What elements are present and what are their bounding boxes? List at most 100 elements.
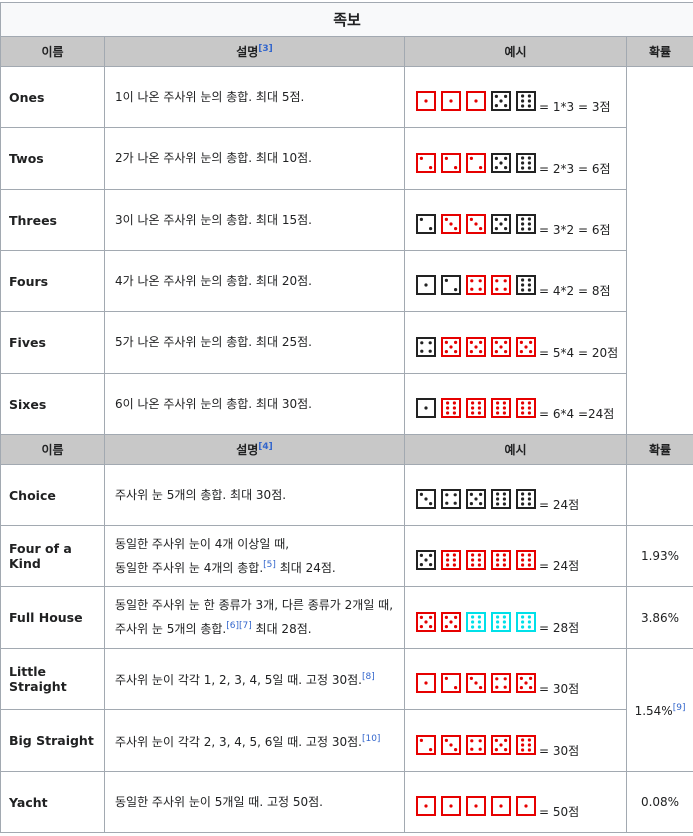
die-pip	[529, 686, 533, 690]
die-face-5-icon	[491, 152, 511, 173]
die-pip	[521, 619, 525, 624]
hand-description: 동일한 주사위 눈이 5개일 때. 고정 50점.	[104, 771, 405, 833]
die-pip	[494, 340, 498, 344]
die-pip	[477, 624, 481, 629]
die-face-6-icon	[516, 91, 536, 111]
die-face-6-icon	[491, 550, 511, 570]
die-pip	[502, 502, 506, 506]
die-pip	[477, 563, 481, 567]
die-face-6-icon	[441, 398, 461, 418]
reference-link[interactable]: [10]	[361, 733, 381, 744]
example-cell: = 28점	[404, 586, 627, 649]
header-prob: 확률	[625, 36, 693, 67]
die-face-4-icon	[466, 275, 486, 295]
example-cell: = 50점	[404, 771, 627, 833]
die-pip	[477, 406, 481, 410]
die-face-1-icon	[466, 91, 486, 111]
die-pip	[494, 747, 498, 751]
die-face-3-icon	[466, 214, 486, 234]
hand-description: 주사위 눈이 각각 2, 3, 4, 5, 6일 때. 고정 30점.[10]	[104, 709, 405, 772]
die-face-1-icon	[466, 796, 486, 816]
die-pip	[477, 411, 481, 415]
die-pip	[527, 283, 531, 287]
description-text: 6이 나온 주사위 눈의 총합. 최대 30점.	[115, 396, 312, 411]
die-pip	[477, 401, 481, 405]
die-pip	[471, 614, 475, 619]
table-row: Choice 주사위 눈 5개의 총합. 최대 30점. = 24점	[0, 464, 693, 526]
die-pip	[479, 502, 483, 506]
die-pip	[471, 563, 475, 567]
hand-name: Yacht	[0, 771, 105, 833]
die-pip	[527, 165, 531, 170]
die-face-6-icon	[516, 489, 536, 509]
die-pip	[471, 553, 475, 557]
die-pip	[424, 99, 428, 103]
die-pip	[527, 217, 531, 221]
die-face-1-icon	[416, 796, 436, 816]
die-pip	[527, 99, 531, 103]
die-pip	[502, 497, 506, 501]
die-pip	[449, 344, 453, 349]
die-pip	[469, 502, 473, 506]
table-row: Sixes 6이 나온 주사위 눈의 총합. 최대 30점. = 6*4 =24점	[0, 373, 693, 435]
die-pip	[429, 615, 433, 619]
die-pip	[502, 401, 506, 405]
table-row: Four of a Kind 동일한 주사위 눈이 4개 이상일 때, 동일한 주사…	[0, 525, 693, 587]
die-face-2-icon	[416, 734, 436, 755]
die-pip	[420, 349, 424, 353]
hand-name: Ones	[0, 66, 105, 128]
description-text: 동일한 주사위 눈이 5개일 때. 고정 50점.	[115, 794, 323, 809]
table-row: Big Straight 주사위 눈이 각각 2, 3, 4, 5, 6일 때. …	[0, 709, 693, 772]
reference-link[interactable]: [4]	[258, 442, 273, 452]
hand-name: Fives	[0, 311, 105, 374]
die-pip	[478, 287, 482, 291]
hand-name: Choice	[0, 464, 105, 526]
hand-name: Four of a Kind	[0, 525, 105, 587]
example-result: = 4*2 = 8점	[539, 284, 611, 298]
die-pip	[469, 217, 473, 221]
reference-link[interactable]: [8]	[361, 672, 375, 682]
die-pip	[477, 553, 481, 557]
header-example: 예시	[404, 36, 627, 67]
reference-link[interactable]: [5]	[263, 559, 276, 570]
die-pip	[449, 99, 453, 103]
die-face-6-icon	[516, 398, 536, 418]
probability-value: 1.93%	[640, 549, 680, 563]
die-pip	[470, 738, 474, 742]
die-pip	[428, 349, 432, 353]
die-pip	[504, 738, 508, 742]
die-pip	[499, 222, 503, 226]
die-pip	[496, 563, 500, 567]
example-result: = 30점	[539, 682, 580, 696]
die-pip	[521, 502, 525, 506]
die-face-5-icon	[441, 611, 461, 632]
die-face-2-icon	[416, 152, 436, 173]
die-pip	[529, 340, 533, 344]
hand-description: 동일한 주사위 눈 한 종류가 3개, 다른 종류가 2개일 때, 주사위 눈 5…	[104, 586, 405, 649]
die-face-1-icon	[441, 796, 461, 816]
reference-link[interactable]: [6][7]	[226, 621, 252, 631]
die-pip	[521, 283, 525, 287]
hand-description: 2가 나온 주사위 눈의 총합. 최대 10점.	[104, 127, 405, 190]
reference-link[interactable]: [9]	[672, 702, 686, 713]
die-pip	[521, 747, 525, 752]
die-pip	[496, 553, 500, 557]
die-pip	[496, 492, 500, 496]
dice-group	[416, 214, 539, 234]
table-row: Full House 동일한 주사위 눈 한 종류가 3개, 다른 종류가 2개일…	[0, 586, 693, 649]
die-pip	[424, 558, 428, 562]
die-face-4-icon	[416, 336, 436, 357]
die-pip	[521, 401, 525, 405]
die-pip	[452, 401, 456, 405]
die-pip	[496, 614, 500, 619]
die-pip	[454, 349, 458, 353]
die-pip	[503, 677, 507, 681]
dice-group	[416, 275, 539, 295]
die-pip	[479, 492, 483, 496]
example-cell: = 24점	[404, 525, 627, 587]
reference-link[interactable]: [3]	[258, 44, 273, 54]
die-pip	[479, 227, 483, 231]
probability: 1.93%	[625, 525, 693, 587]
die-pip	[429, 563, 433, 567]
die-pip	[469, 156, 473, 160]
